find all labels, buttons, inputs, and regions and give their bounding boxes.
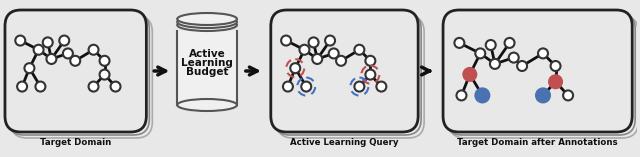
Circle shape [325, 35, 335, 46]
Circle shape [63, 49, 73, 58]
Circle shape [549, 75, 562, 88]
Circle shape [70, 56, 80, 66]
Text: Target Domain after Annotations: Target Domain after Annotations [458, 138, 618, 147]
Circle shape [111, 81, 120, 92]
Circle shape [536, 88, 550, 102]
Circle shape [463, 68, 476, 81]
Circle shape [283, 81, 293, 92]
Text: Active Learning Query: Active Learning Query [290, 138, 399, 147]
Circle shape [454, 38, 465, 48]
Ellipse shape [177, 99, 237, 111]
Circle shape [509, 53, 518, 63]
Circle shape [88, 45, 99, 55]
FancyBboxPatch shape [274, 13, 421, 135]
Circle shape [336, 56, 346, 66]
Ellipse shape [177, 13, 237, 25]
Circle shape [563, 90, 573, 100]
FancyBboxPatch shape [11, 16, 152, 138]
Circle shape [300, 45, 309, 55]
Circle shape [35, 81, 45, 92]
Circle shape [312, 54, 322, 64]
FancyBboxPatch shape [446, 13, 635, 135]
Ellipse shape [177, 19, 237, 31]
Bar [177, 31, 237, 105]
Circle shape [17, 81, 27, 92]
Circle shape [365, 56, 375, 66]
FancyBboxPatch shape [443, 10, 632, 132]
Circle shape [100, 56, 109, 66]
Circle shape [88, 81, 99, 92]
Circle shape [47, 54, 56, 64]
Circle shape [476, 88, 490, 102]
Circle shape [476, 48, 485, 58]
FancyBboxPatch shape [271, 10, 418, 132]
FancyBboxPatch shape [276, 16, 424, 138]
Text: Target Domain: Target Domain [40, 138, 111, 147]
Circle shape [490, 59, 500, 69]
Circle shape [355, 81, 364, 92]
Circle shape [504, 38, 515, 48]
Circle shape [517, 61, 527, 71]
Circle shape [100, 70, 109, 80]
Circle shape [538, 48, 548, 58]
Circle shape [365, 70, 375, 80]
Text: Learning: Learning [181, 58, 233, 68]
Circle shape [376, 81, 387, 92]
Circle shape [308, 37, 319, 47]
FancyBboxPatch shape [449, 16, 638, 138]
Circle shape [486, 40, 496, 50]
Circle shape [281, 35, 291, 46]
Text: Budget: Budget [186, 67, 228, 77]
Circle shape [329, 49, 339, 58]
Circle shape [15, 35, 25, 46]
Circle shape [456, 90, 467, 100]
Circle shape [291, 63, 300, 73]
Circle shape [43, 37, 52, 47]
Circle shape [34, 45, 44, 55]
Circle shape [550, 61, 561, 71]
FancyBboxPatch shape [5, 10, 147, 132]
Ellipse shape [177, 16, 237, 28]
Text: Active: Active [189, 49, 225, 59]
Circle shape [24, 63, 35, 73]
Circle shape [60, 35, 69, 46]
Circle shape [301, 81, 311, 92]
Circle shape [355, 45, 364, 55]
FancyBboxPatch shape [8, 13, 149, 135]
